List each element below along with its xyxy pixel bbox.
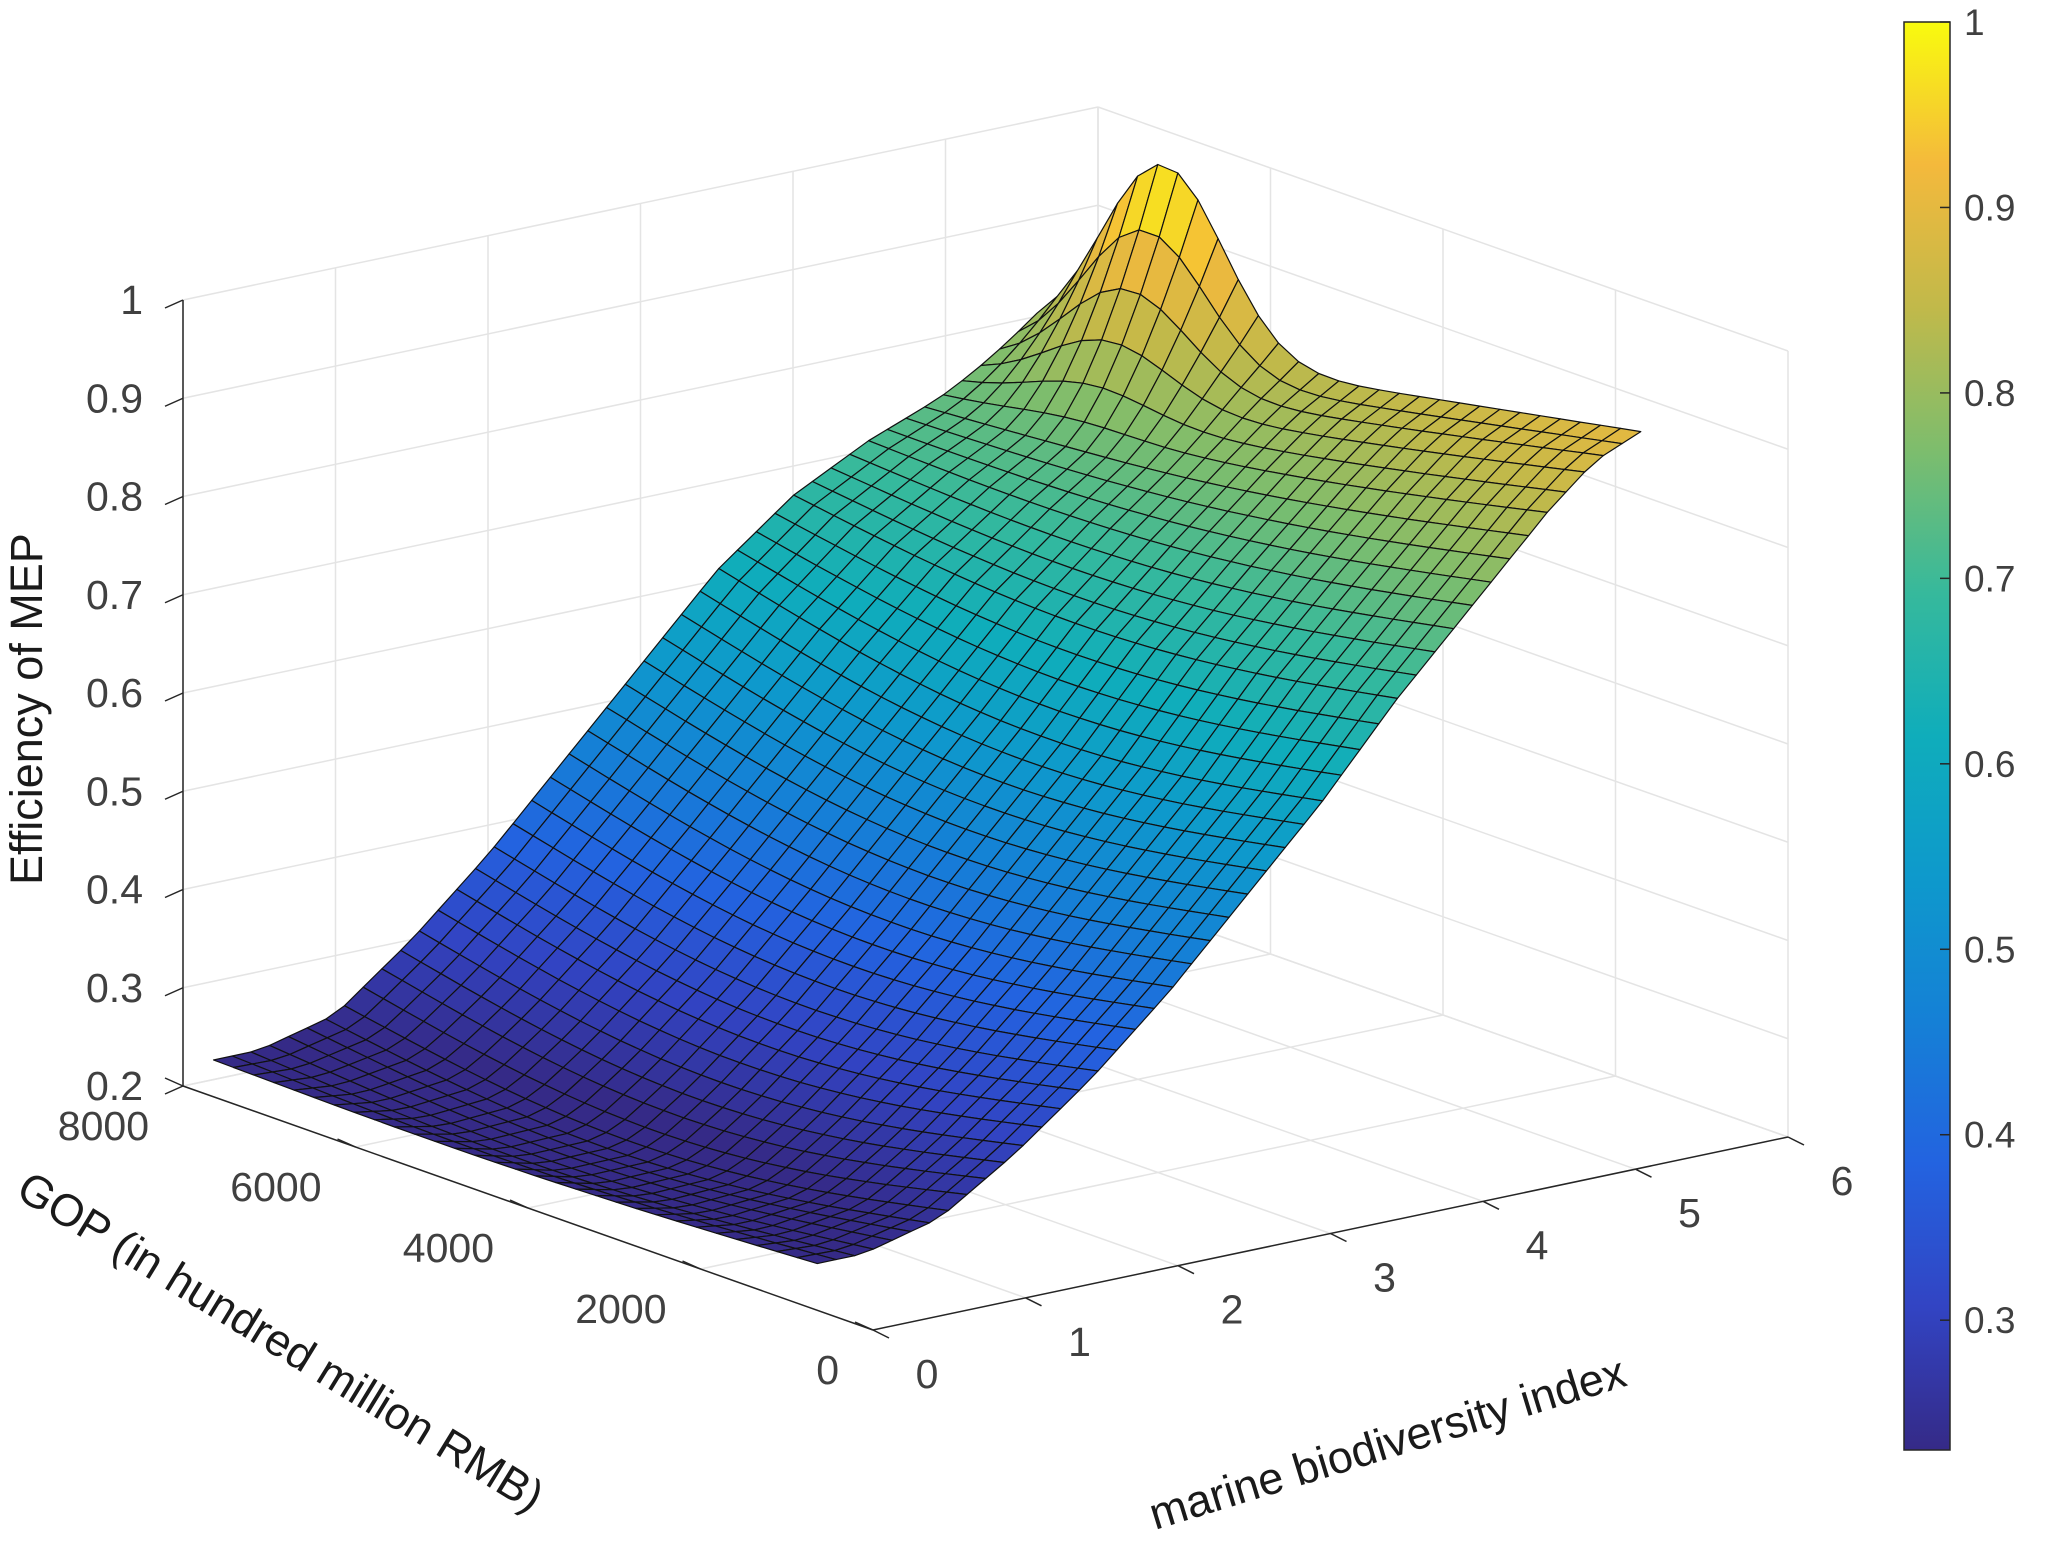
colorbar-tick-label: 0.9 xyxy=(1964,188,2015,229)
z-tick-mark xyxy=(164,495,184,506)
z-tick-mark xyxy=(164,987,184,997)
z-tick-label: 0.8 xyxy=(86,474,143,520)
y-tick-mark xyxy=(337,1138,356,1148)
x-tick-mark xyxy=(1787,1136,1805,1146)
surface-mesh xyxy=(212,163,1642,1265)
colorbar-tick-label: 0.5 xyxy=(1964,929,2015,970)
x-tick-label: 4 xyxy=(1526,1222,1549,1268)
y-tick-label: 4000 xyxy=(403,1225,494,1271)
colorbar-strip xyxy=(1903,21,1951,1451)
z-tick-mark xyxy=(164,790,184,800)
y-tick-label: 0 xyxy=(816,1347,839,1393)
z-tick-label: 0.3 xyxy=(86,965,143,1011)
x-tick-label: 5 xyxy=(1678,1190,1701,1236)
y-tick-label: 2000 xyxy=(575,1286,666,1332)
z-tick-label: 0.9 xyxy=(86,375,143,421)
colorbar-tick-label: 0.4 xyxy=(1964,1115,2015,1156)
z-tick-mark xyxy=(164,299,184,309)
colorbar-tick-label: 0.3 xyxy=(1964,1300,2015,1341)
x-tick-label: 1 xyxy=(1068,1319,1091,1365)
y-tick-mark xyxy=(682,1260,701,1270)
surface-patch xyxy=(796,1253,837,1265)
z-tick-mark xyxy=(164,397,184,407)
grid-line xyxy=(182,204,1099,399)
colorbar-tick-label: 0.7 xyxy=(1964,558,2015,599)
colorbar-tick-label: 1 xyxy=(1964,2,1985,43)
y-tick-mark xyxy=(509,1199,529,1209)
x-axis-title: marine biodiversity index xyxy=(1143,1346,1632,1540)
x-tick-label: 0 xyxy=(916,1351,939,1397)
colorbar: 0.3 0.4 0.5 0.6 0.7 0.8 0.9 1 xyxy=(1903,2,2015,1451)
z-tick-mark xyxy=(164,1085,184,1095)
grid-line xyxy=(182,302,1099,498)
x-tick-mark xyxy=(1025,1297,1042,1307)
colorbar-ticks: 0.3 0.4 0.5 0.6 0.7 0.8 0.9 1 xyxy=(1940,2,2015,1341)
x-tick-label: 2 xyxy=(1221,1287,1244,1333)
grid-line xyxy=(1097,106,1789,352)
y-tick-mark xyxy=(854,1321,874,1331)
x-tick-label: 6 xyxy=(1831,1158,1854,1204)
y-axis-title: GOP (in hundred million RMB) xyxy=(9,1161,553,1522)
x-tick-label: 3 xyxy=(1373,1255,1396,1301)
z-tick-mark xyxy=(164,594,184,604)
y-tick-label: 8000 xyxy=(58,1103,149,1149)
x-tick-mark xyxy=(1177,1264,1195,1275)
z-tick-mark xyxy=(164,692,184,702)
y-tick-mark xyxy=(164,1077,184,1087)
x-tick-mark xyxy=(1635,1168,1652,1178)
colorbar-tick-label: 0.6 xyxy=(1964,744,2015,785)
z-tick-label: 0.4 xyxy=(86,867,143,913)
z-tick-label: 0.2 xyxy=(86,1063,143,1109)
grid-line xyxy=(182,106,1099,301)
x-tick-mark xyxy=(872,1329,890,1339)
y-tick-label: 6000 xyxy=(230,1164,321,1210)
z-tick-label: 0.6 xyxy=(86,670,143,716)
z-tick-label: 1 xyxy=(120,277,143,323)
x-tick-mark xyxy=(1482,1200,1500,1211)
z-tick-label: 0.7 xyxy=(86,572,143,618)
x-tick-mark xyxy=(1330,1232,1347,1243)
z-tick-mark xyxy=(164,888,184,899)
z-tick-label: 0.5 xyxy=(86,768,143,814)
colorbar-tick-label: 0.8 xyxy=(1964,373,2015,414)
z-axis-title: Efficiency of MEP xyxy=(1,533,52,885)
